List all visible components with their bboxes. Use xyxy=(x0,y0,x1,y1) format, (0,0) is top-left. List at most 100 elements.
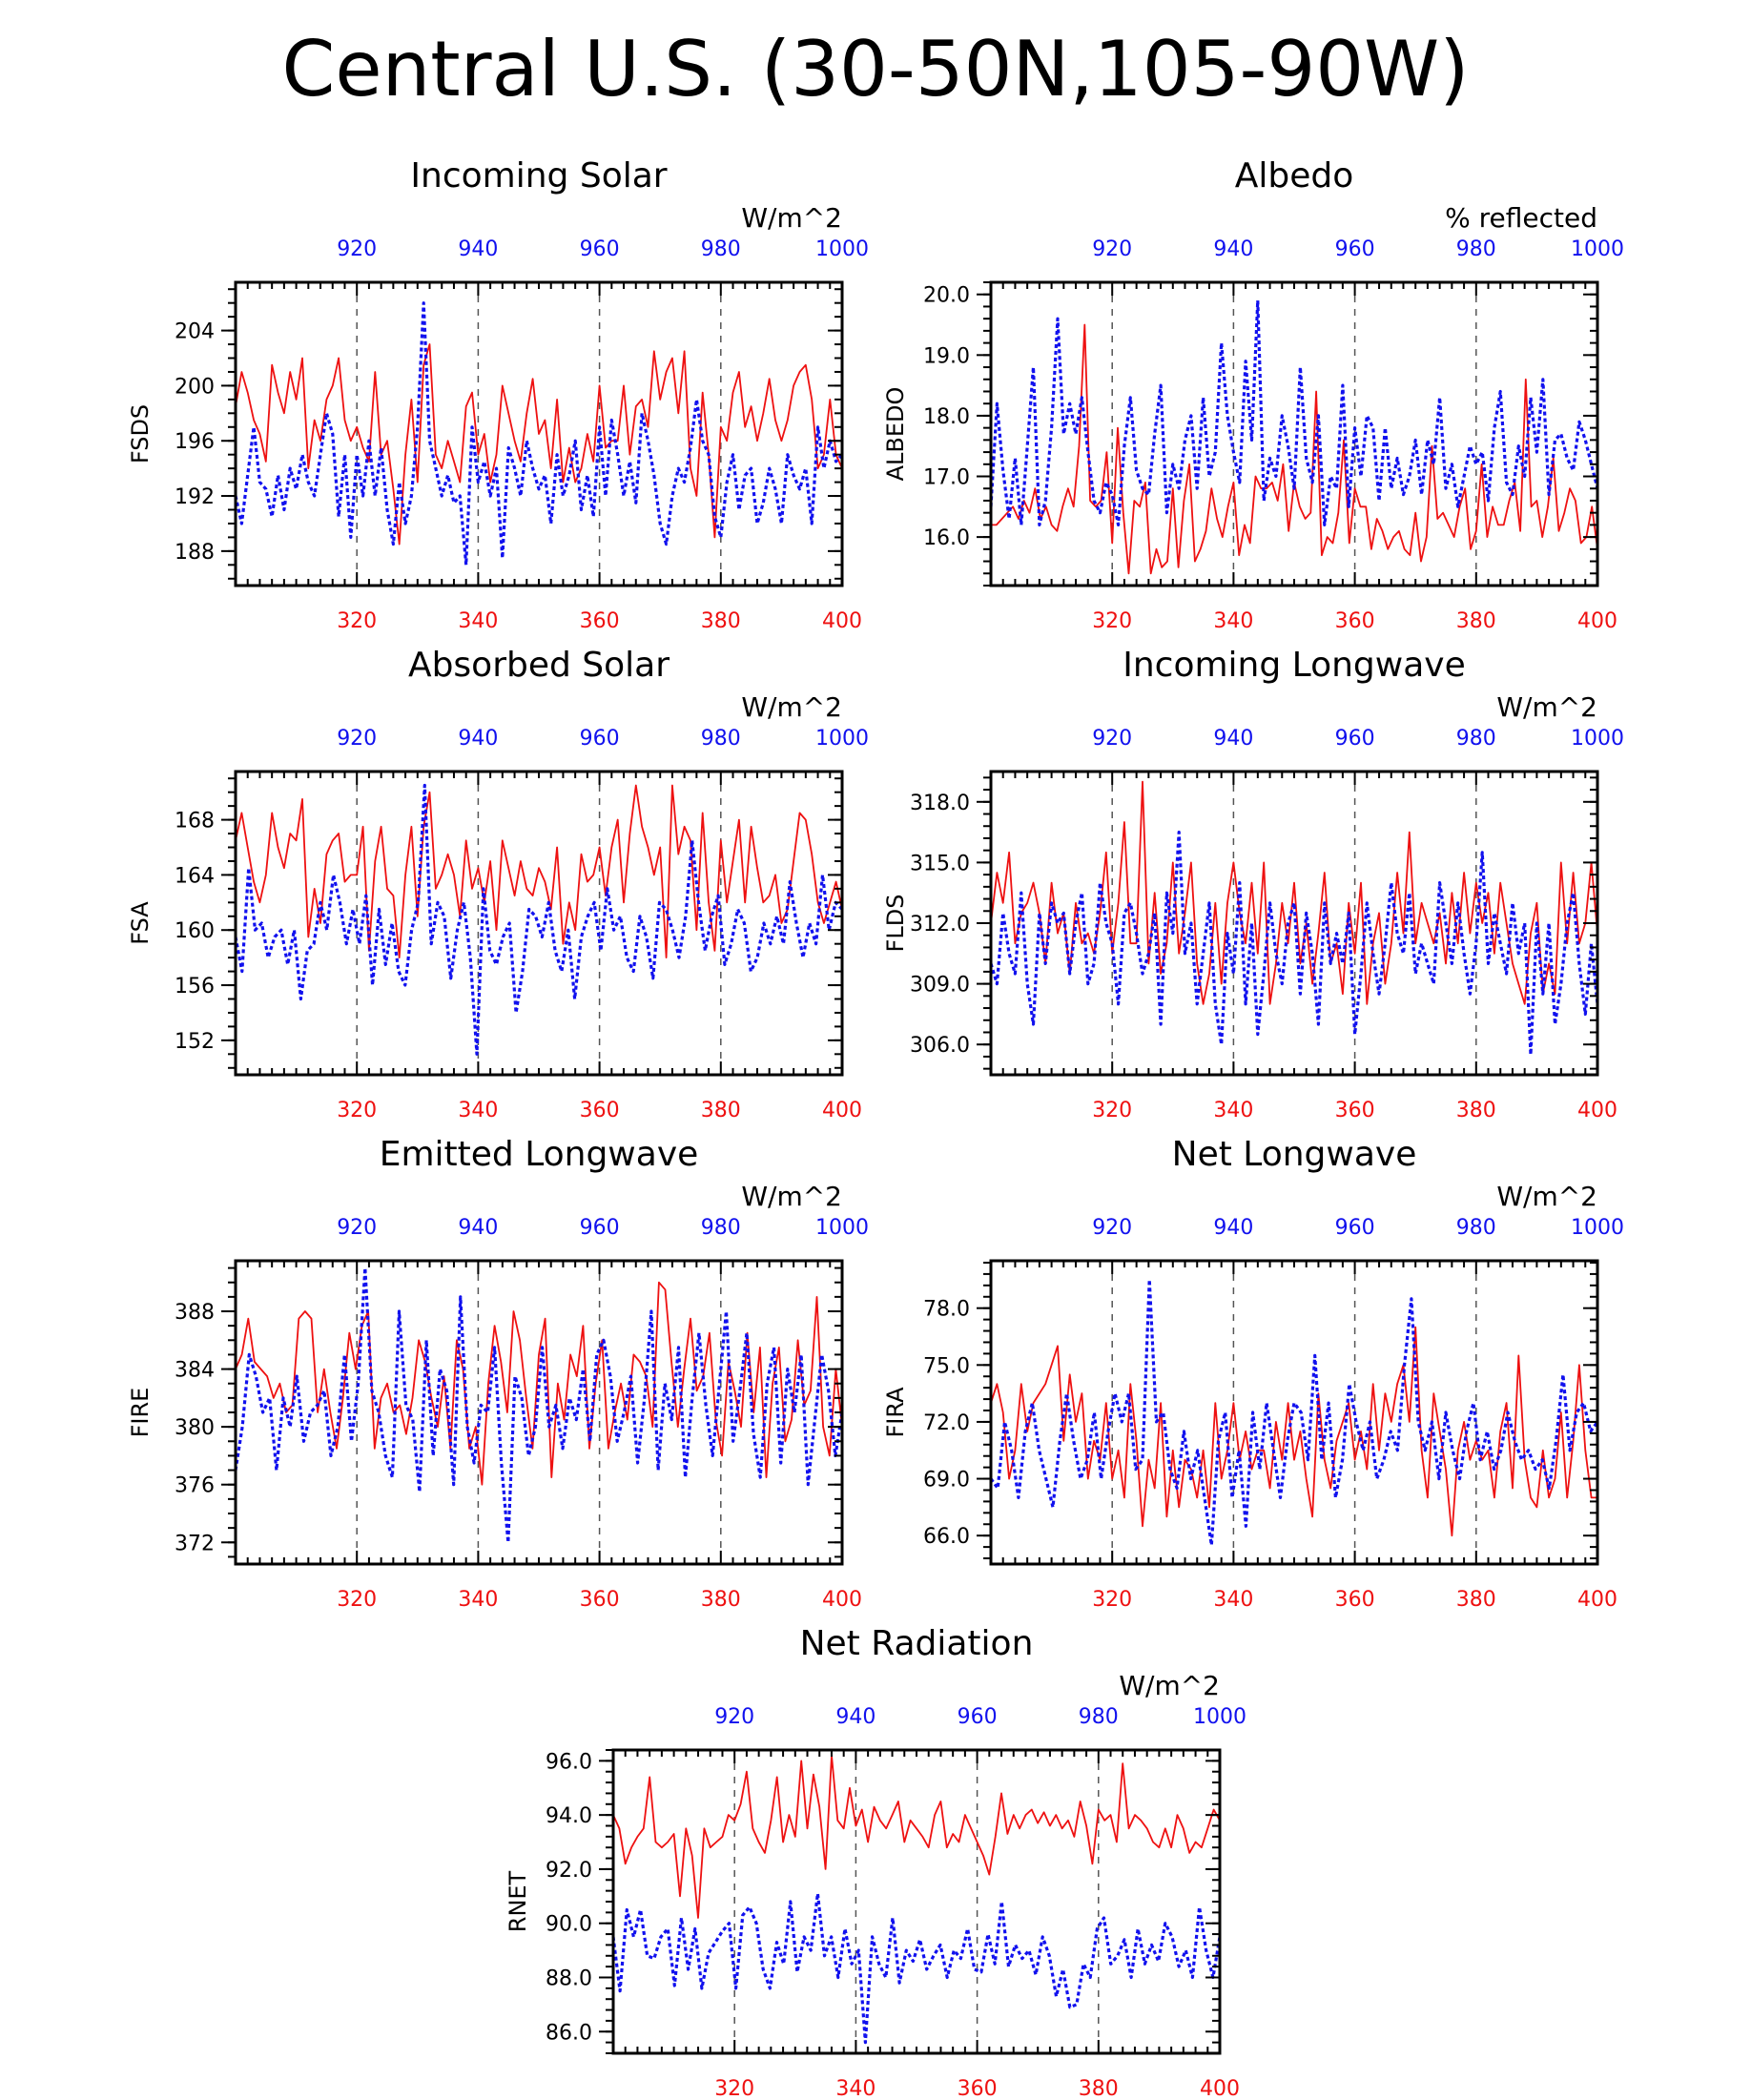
y-axis-label: FIRE xyxy=(127,1388,154,1438)
x-top-tick-label: 920 xyxy=(1092,727,1132,751)
x-top-tick-label: 980 xyxy=(1456,1216,1496,1240)
y-tick-label: 164 xyxy=(175,864,215,888)
y-tick-label: 94.0 xyxy=(546,1804,592,1828)
y-tick-label: 20.0 xyxy=(923,284,970,308)
x-top-tick-label: 960 xyxy=(580,1216,620,1240)
x-top-tick-label: 960 xyxy=(958,1705,998,1729)
x-bottom-tick-label: 340 xyxy=(458,1099,498,1122)
x-top-tick-label: 960 xyxy=(1335,727,1375,751)
panel-title: Emitted Longwave xyxy=(380,1135,699,1174)
y-tick-label: 372 xyxy=(175,1532,215,1555)
y-axis-label: RNET xyxy=(505,1870,531,1932)
x-top-tick-label: 920 xyxy=(337,237,377,261)
chart-panel: Net Longwave W/m^2 66.0 69.0 72.0 75.0 78.0 320… xyxy=(882,1135,1624,1612)
x-bottom-tick-label: 340 xyxy=(458,609,498,633)
panel-title: Incoming Longwave xyxy=(1123,646,1466,685)
x-top-tick-label: 1000 xyxy=(1571,727,1624,751)
units-label: W/m^2 xyxy=(741,202,842,234)
x-top-tick-label: 920 xyxy=(337,727,377,751)
blue-series-line xyxy=(234,1266,844,1544)
y-tick-label: 315.0 xyxy=(910,852,970,875)
y-axis-label: FIRA xyxy=(882,1387,909,1438)
x-bottom-tick-label: 320 xyxy=(1092,1588,1132,1612)
y-tick-label: 72.0 xyxy=(923,1411,970,1435)
y-tick-label: 200 xyxy=(175,375,215,399)
y-tick-label: 152 xyxy=(175,1030,215,1054)
x-top-tick-label: 940 xyxy=(1213,1216,1253,1240)
y-tick-label: 16.0 xyxy=(923,526,970,550)
x-bottom-tick-label: 360 xyxy=(1335,1099,1375,1122)
y-tick-label: 66.0 xyxy=(923,1525,970,1549)
y-tick-label: 380 xyxy=(175,1416,215,1440)
chart-panel: Incoming Solar W/m^2 188 192 196 200 204 320 340… xyxy=(127,156,869,633)
page-title: Central U.S. (30-50N,105-90W) xyxy=(282,25,1470,113)
red-series-line xyxy=(235,784,843,958)
x-top-tick-label: 1000 xyxy=(1571,237,1624,261)
y-tick-label: 86.0 xyxy=(546,2021,592,2045)
x-bottom-tick-label: 320 xyxy=(337,1099,377,1122)
y-tick-label: 388 xyxy=(175,1301,215,1325)
y-tick-label: 318.0 xyxy=(910,792,970,815)
x-bottom-tick-label: 360 xyxy=(580,1099,620,1122)
y-tick-label: 376 xyxy=(175,1474,215,1498)
panel-title: Net Radiation xyxy=(800,1624,1034,1663)
y-tick-label: 92.0 xyxy=(546,1859,592,1883)
red-series-line xyxy=(235,343,843,546)
blue-series-line xyxy=(989,299,1599,527)
x-bottom-tick-label: 320 xyxy=(1092,1099,1132,1122)
red-series-line xyxy=(612,1754,1221,1919)
red-series-line xyxy=(235,1281,843,1486)
x-bottom-tick-label: 380 xyxy=(701,1588,741,1612)
x-bottom-tick-label: 360 xyxy=(1335,609,1375,633)
x-top-tick-label: 920 xyxy=(714,1705,754,1729)
blue-series-line xyxy=(234,783,844,1056)
x-top-tick-label: 940 xyxy=(458,237,498,261)
x-top-tick-label: 920 xyxy=(1092,1216,1132,1240)
y-axis-label: FLDS xyxy=(882,895,909,953)
y-tick-label: 160 xyxy=(175,919,215,943)
x-bottom-tick-label: 380 xyxy=(701,1099,741,1122)
x-top-tick-label: 920 xyxy=(337,1216,377,1240)
x-top-tick-label: 940 xyxy=(1213,237,1253,261)
x-bottom-tick-label: 380 xyxy=(1456,609,1496,633)
y-tick-label: 17.0 xyxy=(923,466,970,490)
x-top-tick-label: 1000 xyxy=(815,727,869,751)
y-tick-label: 168 xyxy=(175,810,215,834)
panel-title: Albedo xyxy=(1235,156,1354,196)
blue-series-line xyxy=(234,301,844,566)
x-bottom-tick-label: 380 xyxy=(1456,1588,1496,1612)
x-bottom-tick-label: 380 xyxy=(1079,2077,1119,2100)
x-bottom-tick-label: 320 xyxy=(337,1588,377,1612)
x-top-tick-label: 980 xyxy=(1079,1705,1119,1729)
x-top-tick-label: 1000 xyxy=(815,1216,869,1240)
y-tick-label: 88.0 xyxy=(546,1967,592,1991)
x-top-tick-label: 940 xyxy=(458,1216,498,1240)
blue-series-line xyxy=(989,830,1599,1057)
units-label: % reflected xyxy=(1445,202,1597,234)
x-bottom-tick-label: 400 xyxy=(822,1588,862,1612)
x-top-tick-label: 960 xyxy=(580,237,620,261)
units-label: W/m^2 xyxy=(741,691,842,723)
units-label: W/m^2 xyxy=(1119,1670,1220,1701)
x-bottom-tick-label: 320 xyxy=(337,609,377,633)
y-tick-label: 192 xyxy=(175,485,215,509)
x-bottom-tick-label: 340 xyxy=(1213,609,1253,633)
x-top-tick-label: 1000 xyxy=(815,237,869,261)
panel-title: Absorbed Solar xyxy=(408,646,670,685)
x-bottom-tick-label: 340 xyxy=(458,1588,498,1612)
x-top-tick-label: 980 xyxy=(701,237,741,261)
y-axis-label: ALBEDO xyxy=(882,387,909,482)
x-bottom-tick-label: 400 xyxy=(1200,2077,1240,2100)
x-bottom-tick-label: 320 xyxy=(714,2077,754,2100)
y-tick-label: 78.0 xyxy=(923,1298,970,1322)
panel-title: Net Longwave xyxy=(1172,1135,1417,1174)
units-label: W/m^2 xyxy=(1496,691,1597,723)
x-bottom-tick-label: 400 xyxy=(1577,1099,1617,1122)
y-tick-label: 75.0 xyxy=(923,1354,970,1378)
y-tick-label: 384 xyxy=(175,1359,215,1383)
y-tick-label: 306.0 xyxy=(910,1034,970,1058)
y-tick-label: 96.0 xyxy=(546,1750,592,1774)
y-tick-label: 18.0 xyxy=(923,405,970,429)
panel-title: Incoming Solar xyxy=(410,156,667,196)
